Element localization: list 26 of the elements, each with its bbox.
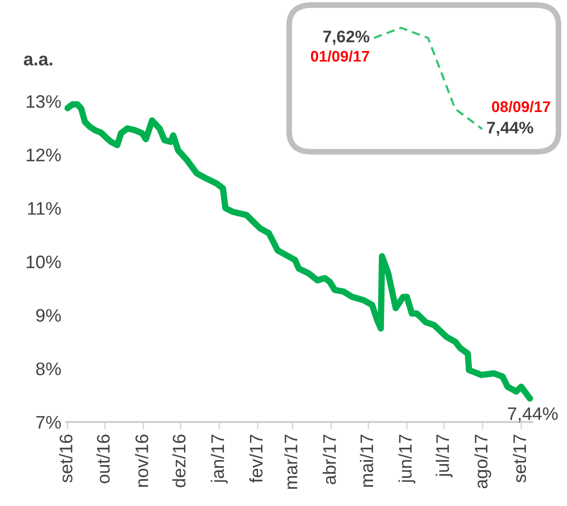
x-tick-label: set/16 [59,434,72,482]
x-tick-label: dez/16 [172,434,186,488]
x-tick-label: jul/17 [436,434,453,478]
x-tick-label: jun/17 [398,434,416,484]
x-tick-label: ago/17 [474,434,492,488]
y-axis-title: a.a. [24,56,52,66]
y-tick-label: 10% [26,256,61,268]
x-tick-label: abr/17 [322,434,336,484]
annotation: 08/09/17 [492,100,550,112]
y-tick-label: 9% [36,309,61,322]
y-tick-label: 7% [36,416,61,429]
y-tick-label: 11% [28,202,61,215]
x-tick-label: mai/17 [360,434,374,487]
data-label: 7,44% [508,407,558,422]
x-tick-label: out/16 [96,434,110,484]
x-tick-label: mar/17 [284,434,298,489]
annotation: 01/09/17 [310,50,370,62]
x-tick-label: nov/16 [134,434,148,487]
x-tick-label: jan/17 [210,434,228,484]
x-tick-label: set/17 [512,434,526,482]
y-tick-label: 13% [26,95,61,108]
y-tick-label: 12% [26,148,61,162]
data-label: 7,62% [323,30,370,45]
x-tick-label: fev/17 [249,434,263,483]
data-label: 7,44% [487,122,534,136]
y-tick-label: 8% [36,362,61,376]
